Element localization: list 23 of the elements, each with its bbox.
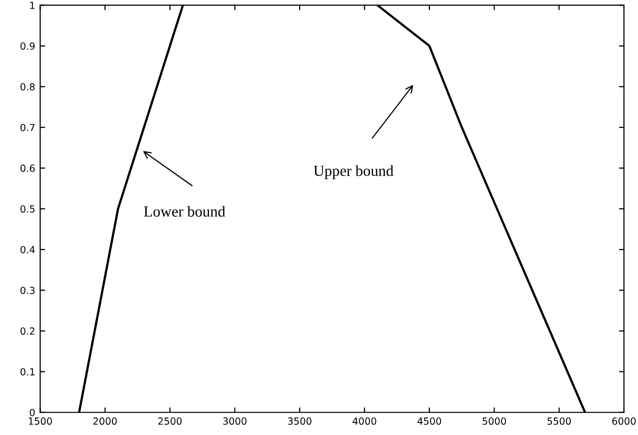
x-tick-label: 5500 bbox=[547, 417, 571, 425]
y-tick-label: 0.4 bbox=[20, 246, 35, 254]
y-tick-label: 0.5 bbox=[20, 205, 34, 213]
x-tick-label: 6000 bbox=[612, 417, 636, 425]
x-tick-label: 2000 bbox=[93, 417, 117, 425]
y-tick-label: 0.9 bbox=[20, 42, 35, 50]
y-tick-label: 0.3 bbox=[20, 286, 35, 294]
y-tick-label: 0.8 bbox=[20, 83, 35, 90]
y-tick-label: 0.6 bbox=[20, 164, 35, 172]
x-tick-label: 2500 bbox=[158, 417, 182, 425]
y-tick-label: 0.2 bbox=[20, 327, 34, 335]
annotation: Lower bound bbox=[144, 206, 226, 217]
y-tick-label: 0 bbox=[30, 408, 35, 416]
x-tick-label: 1500 bbox=[28, 417, 52, 425]
y-tick-label: 0.7 bbox=[20, 124, 34, 132]
x-tick-label: 4500 bbox=[417, 417, 442, 425]
annotation: Upper bound bbox=[314, 165, 394, 180]
x-tick-label: 3000 bbox=[223, 417, 247, 425]
y-tick-label: 0.1 bbox=[20, 368, 34, 376]
x-tick-label: 4000 bbox=[352, 417, 376, 425]
x-tick-label: 3500 bbox=[288, 417, 312, 425]
y-tick-label: 1 bbox=[30, 2, 34, 9]
x-tick-label: 5000 bbox=[482, 417, 506, 425]
